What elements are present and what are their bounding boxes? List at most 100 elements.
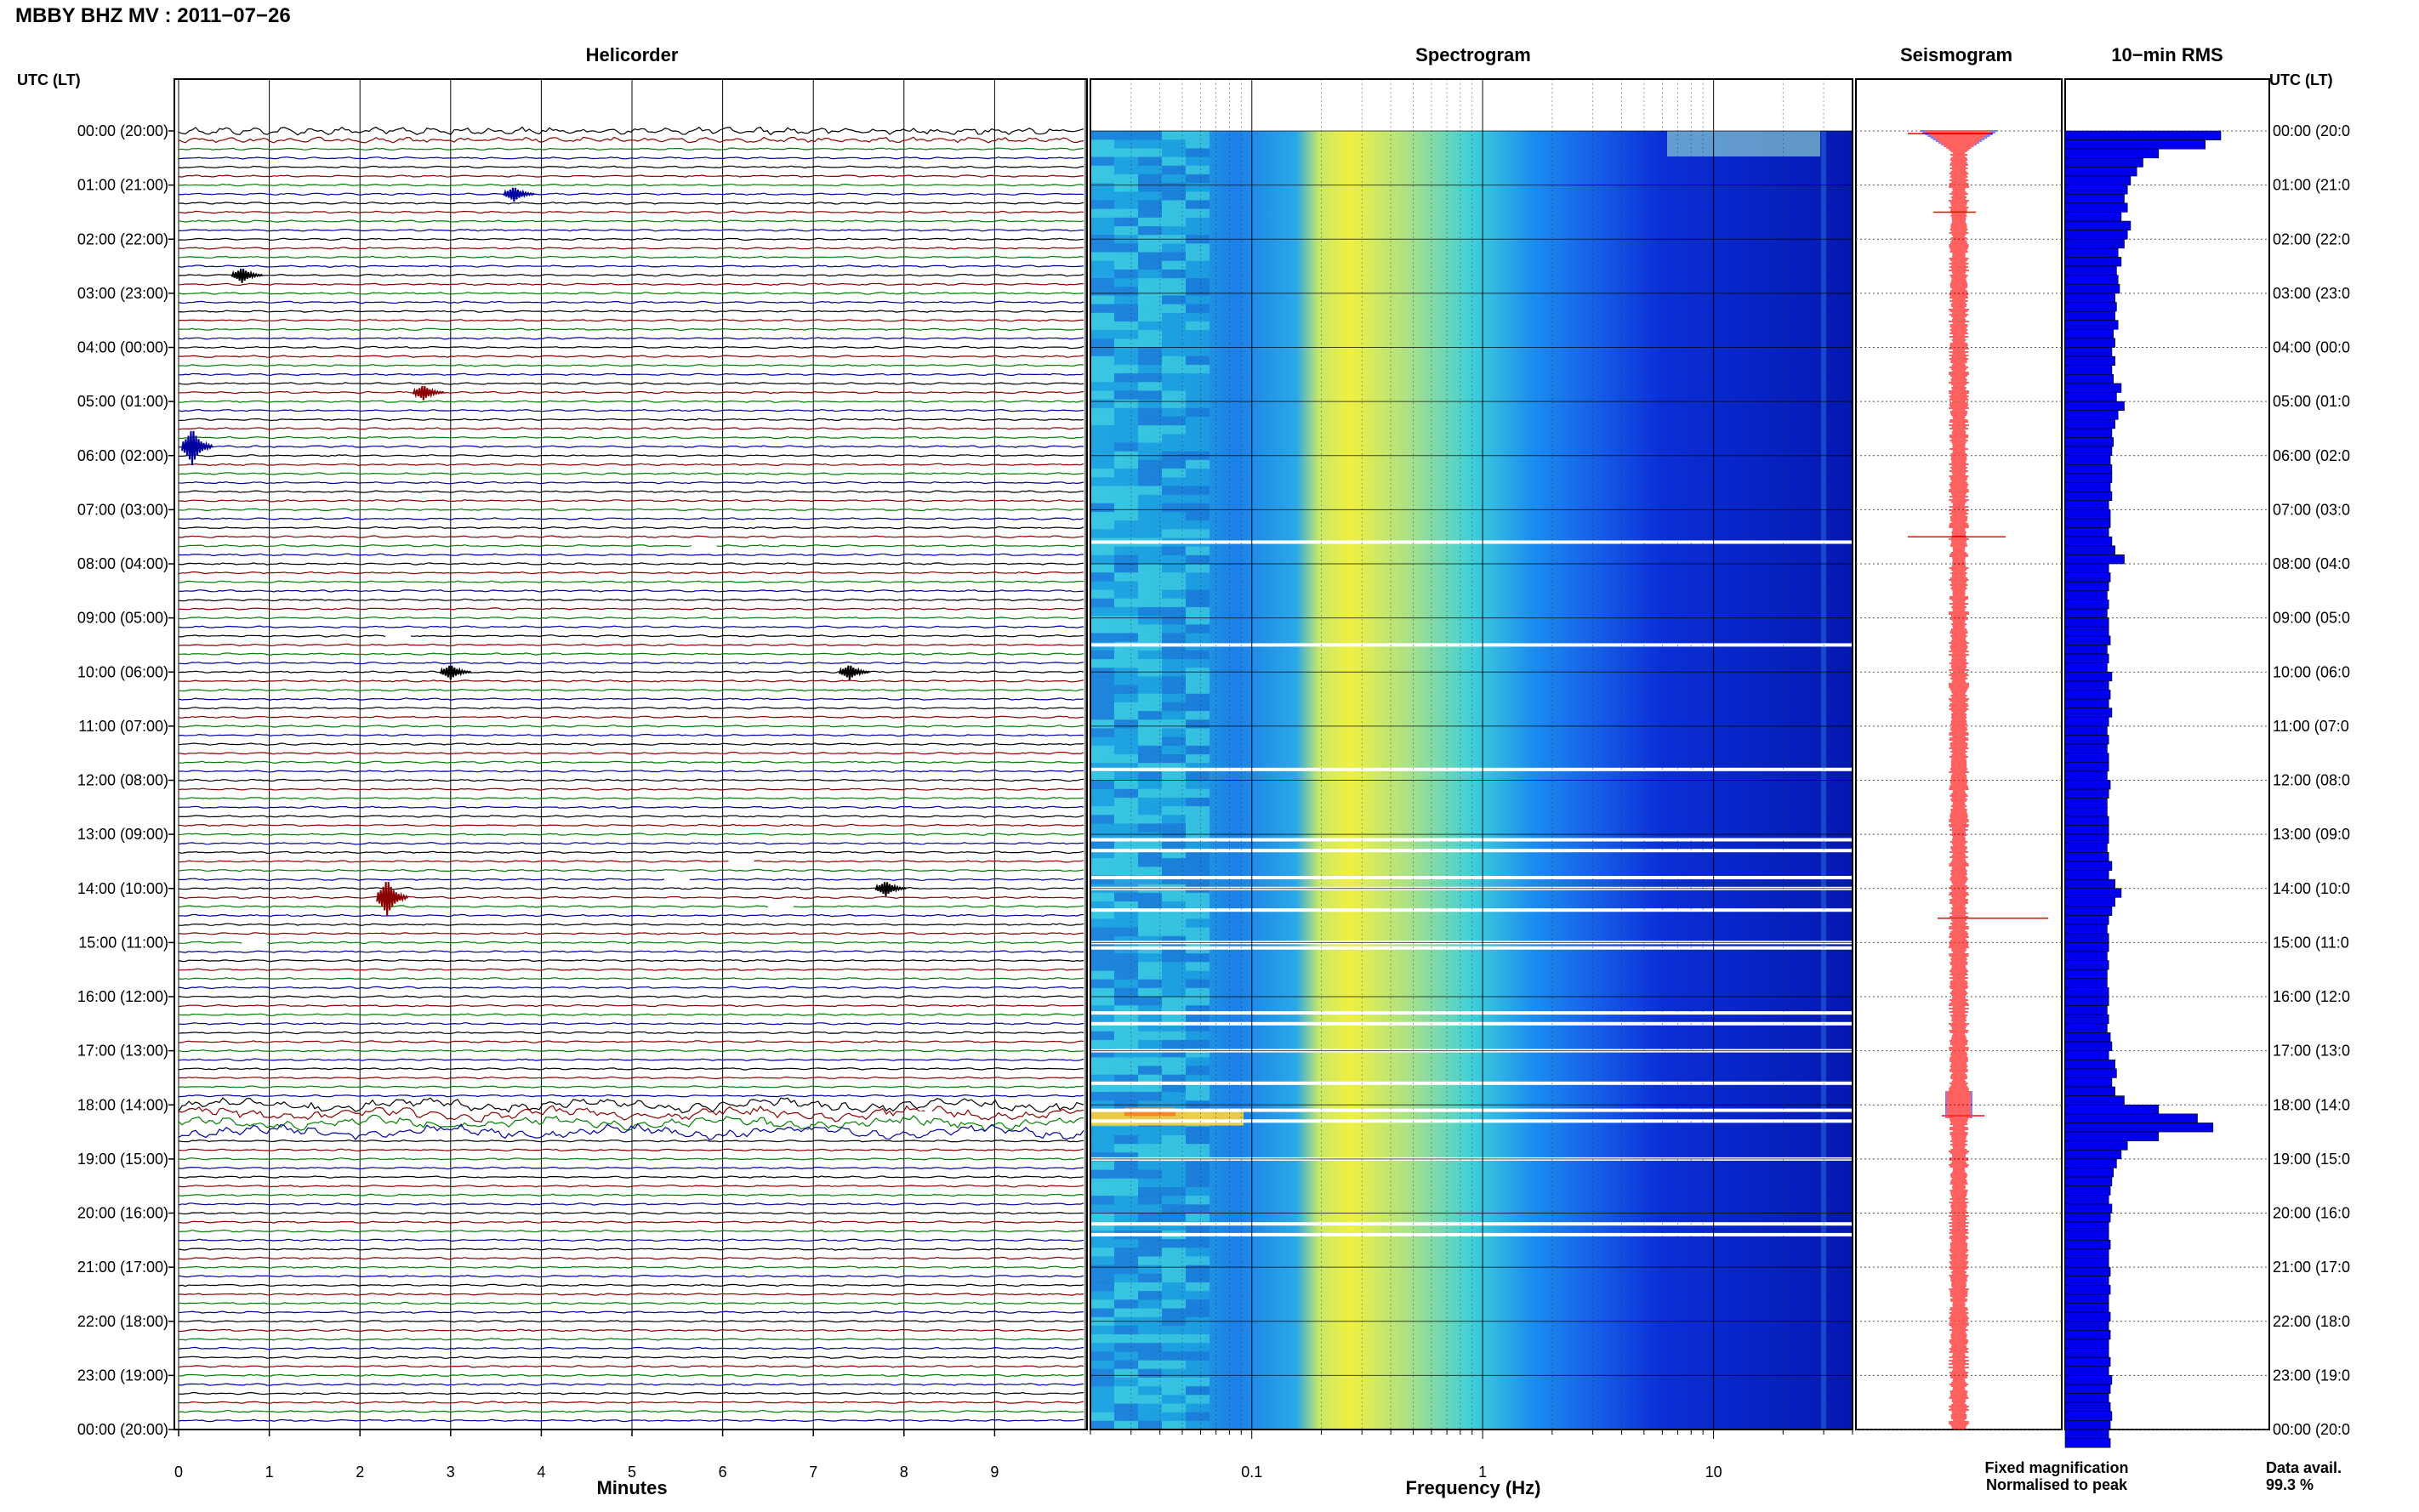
rms-bar: [2064, 1285, 2111, 1295]
spectrogram-cell: [1162, 754, 1186, 764]
spectrogram-cell: [1138, 806, 1162, 816]
spectrogram-cell: [1186, 918, 1210, 929]
spectrogram-cell: [1138, 546, 1162, 556]
rms-bar: [2064, 202, 2128, 213]
spectrogram-cell: [1186, 1031, 1210, 1041]
helicorder-trace: [178, 950, 1084, 953]
spectrogram-cell: [1186, 1403, 1210, 1413]
spectrogram-cell: [1162, 529, 1186, 538]
helicorder-trace: [178, 1123, 1084, 1141]
rms-bar: [2064, 193, 2125, 204]
spectrogram-cell: [1138, 304, 1162, 314]
spectrogram-cell: [1162, 1049, 1186, 1058]
spectrogram-gap: [1090, 1222, 1853, 1226]
time-label-left: 13:00 (09:00): [77, 826, 168, 843]
rms-bar: [2064, 230, 2128, 240]
spectrogram-cell: [1162, 616, 1186, 625]
spectrogram-cell: [1114, 1039, 1138, 1049]
spectrogram-cell: [1162, 1368, 1186, 1378]
rms-bar: [2064, 247, 2119, 258]
spectrogram-cell: [1186, 208, 1210, 219]
spectrogram-cell: [1090, 1325, 1114, 1335]
spectrogram-cell: [1114, 1360, 1138, 1370]
rms-bar: [2064, 906, 2113, 916]
spectrogram-cell: [1090, 173, 1114, 184]
spectrogram-cell: [1162, 338, 1186, 348]
spectrogram-cell: [1114, 589, 1138, 600]
spectrogram-cell: [1186, 1161, 1210, 1171]
x-tick-label: 0: [174, 1464, 183, 1481]
helicorder-trace: [178, 679, 1084, 683]
rms-bar: [2064, 816, 2109, 826]
spectrogram-cell: [1186, 494, 1210, 504]
rms-bar: [2064, 310, 2115, 321]
helicorder-trace: [178, 868, 1084, 873]
spectrogram-cell: [1090, 633, 1114, 643]
spectrogram-cell: [1162, 434, 1186, 443]
spectrogram-cell: [1114, 1239, 1138, 1248]
spectrogram-cell: [1090, 139, 1114, 149]
spectrogram-cell: [1186, 1273, 1210, 1283]
helicorder-trace: [178, 625, 1084, 629]
helicorder-trace: [178, 886, 1084, 890]
spectrogram-cell: [1138, 434, 1162, 443]
spectrogram-cell: [1114, 987, 1138, 998]
spectrogram-cell: [1090, 780, 1114, 790]
spectrogram-cell: [1162, 1334, 1186, 1344]
spectrogram-cell: [1138, 1092, 1162, 1101]
spectrogram-cell: [1138, 633, 1162, 643]
helicorder-trace: [178, 751, 1084, 755]
spectrogram-cell: [1186, 330, 1210, 339]
helicorder-trace: [178, 517, 1084, 520]
spectrogram-cell: [1138, 979, 1162, 989]
helicorder-trace: [178, 553, 1084, 557]
spectrogram-cell: [1162, 728, 1186, 738]
spectrogram-cell: [1162, 606, 1186, 617]
helicorder-trace: [178, 1114, 1084, 1132]
helicorder-trace: [178, 1184, 1084, 1188]
spectrogram-cell: [1114, 1204, 1138, 1214]
spectrogram-cell: [1138, 736, 1162, 747]
spectrogram-cell: [1090, 260, 1114, 270]
helicorder-trace: [178, 1003, 1084, 1008]
spectrogram-cell: [1138, 278, 1162, 287]
spectrogram-cell: [1186, 442, 1210, 452]
helicorder-trace: [178, 1383, 1084, 1386]
spectrogram-cell: [1138, 1360, 1162, 1370]
spectrogram-cell: [1114, 208, 1138, 219]
spectrogram-cell: [1186, 624, 1210, 634]
rms-bar: [2064, 1203, 2113, 1214]
spectrogram-cell: [1114, 763, 1138, 772]
spectrogram-cell: [1162, 832, 1186, 842]
spectrogram-cell: [1138, 1039, 1162, 1049]
spectrogram-cell: [1114, 1412, 1138, 1422]
spectrogram-cell: [1162, 970, 1186, 981]
spectrogram-cell: [1138, 156, 1162, 167]
helicorder-trace: [178, 958, 1084, 963]
spectrogram-cell: [1186, 1334, 1210, 1344]
x-tick-label: 2: [356, 1464, 364, 1481]
rms-bar: [2064, 338, 2115, 348]
spectrogram-gap: [1090, 838, 1853, 842]
spectrogram-cell: [1186, 1368, 1210, 1378]
spectrogram-cell: [1090, 1057, 1114, 1066]
trace-gap: [910, 1111, 936, 1117]
helicorder-trace: [178, 202, 1084, 205]
spectrogram-cell: [1186, 771, 1210, 781]
spectrogram-cell: [1162, 416, 1186, 426]
helicorder-trace: [178, 878, 1084, 881]
spectrogram-cell: [1138, 1273, 1162, 1283]
spectrogram-cell: [1186, 1126, 1210, 1136]
spectrogram-cell: [1090, 1291, 1114, 1300]
helicorder-trace: [178, 697, 1084, 701]
rms-bar: [2064, 608, 2108, 618]
spectrogram-cell: [1138, 295, 1162, 305]
spectrogram-cell: [1186, 910, 1210, 919]
rms-bar: [2064, 600, 2109, 610]
rms-bar: [2064, 148, 2160, 159]
spectrogram-cell: [1186, 1178, 1210, 1188]
spectrogram-cell: [1162, 1083, 1186, 1093]
spectrogram-cell: [1114, 511, 1138, 521]
spectrogram-cell: [1162, 304, 1186, 314]
spectrogram-cell: [1090, 832, 1114, 842]
